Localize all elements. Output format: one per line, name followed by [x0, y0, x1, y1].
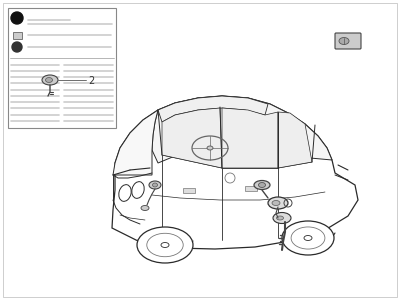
Ellipse shape: [276, 216, 284, 220]
Bar: [13, 32, 22, 39]
Polygon shape: [162, 108, 222, 168]
Polygon shape: [278, 112, 312, 168]
Text: 2: 2: [88, 76, 94, 86]
Ellipse shape: [119, 184, 131, 201]
FancyBboxPatch shape: [335, 33, 361, 49]
Ellipse shape: [273, 212, 291, 224]
Bar: [8, 8, 116, 128]
Bar: [245, 186, 257, 191]
Ellipse shape: [304, 236, 312, 241]
Ellipse shape: [254, 181, 270, 190]
Ellipse shape: [141, 206, 149, 211]
Ellipse shape: [272, 200, 280, 206]
Polygon shape: [112, 96, 358, 249]
Ellipse shape: [291, 227, 325, 249]
Bar: [183, 188, 195, 193]
Ellipse shape: [152, 183, 158, 187]
Polygon shape: [113, 110, 158, 175]
Ellipse shape: [339, 38, 349, 44]
Ellipse shape: [46, 77, 52, 83]
Circle shape: [11, 12, 23, 24]
Ellipse shape: [268, 197, 288, 209]
Ellipse shape: [147, 233, 183, 257]
Ellipse shape: [137, 227, 193, 263]
Ellipse shape: [161, 242, 169, 247]
Circle shape: [12, 42, 22, 52]
Ellipse shape: [207, 146, 213, 150]
Ellipse shape: [282, 221, 334, 255]
Ellipse shape: [258, 182, 266, 188]
Polygon shape: [222, 108, 278, 168]
Ellipse shape: [42, 75, 58, 85]
Circle shape: [225, 173, 235, 183]
Polygon shape: [152, 96, 332, 163]
Ellipse shape: [132, 182, 144, 198]
Polygon shape: [158, 96, 268, 122]
Ellipse shape: [149, 181, 161, 189]
